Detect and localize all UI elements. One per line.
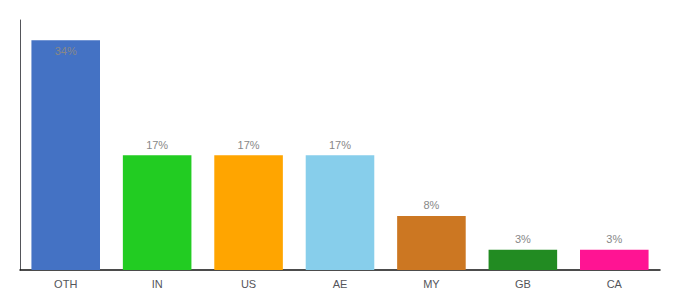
svg-text:17%: 17% xyxy=(329,139,351,151)
svg-text:3%: 3% xyxy=(606,233,622,245)
svg-text:AE: AE xyxy=(333,278,348,290)
svg-text:OTH: OTH xyxy=(54,278,77,290)
svg-text:IN: IN xyxy=(152,278,163,290)
svg-text:GB: GB xyxy=(515,278,531,290)
svg-text:8%: 8% xyxy=(423,199,439,211)
svg-text:34%: 34% xyxy=(55,45,77,57)
svg-text:US: US xyxy=(241,278,256,290)
svg-text:3%: 3% xyxy=(515,233,531,245)
svg-text:CA: CA xyxy=(607,278,623,290)
svg-text:17%: 17% xyxy=(146,139,168,151)
svg-text:MY: MY xyxy=(423,278,440,290)
svg-text:17%: 17% xyxy=(238,139,260,151)
